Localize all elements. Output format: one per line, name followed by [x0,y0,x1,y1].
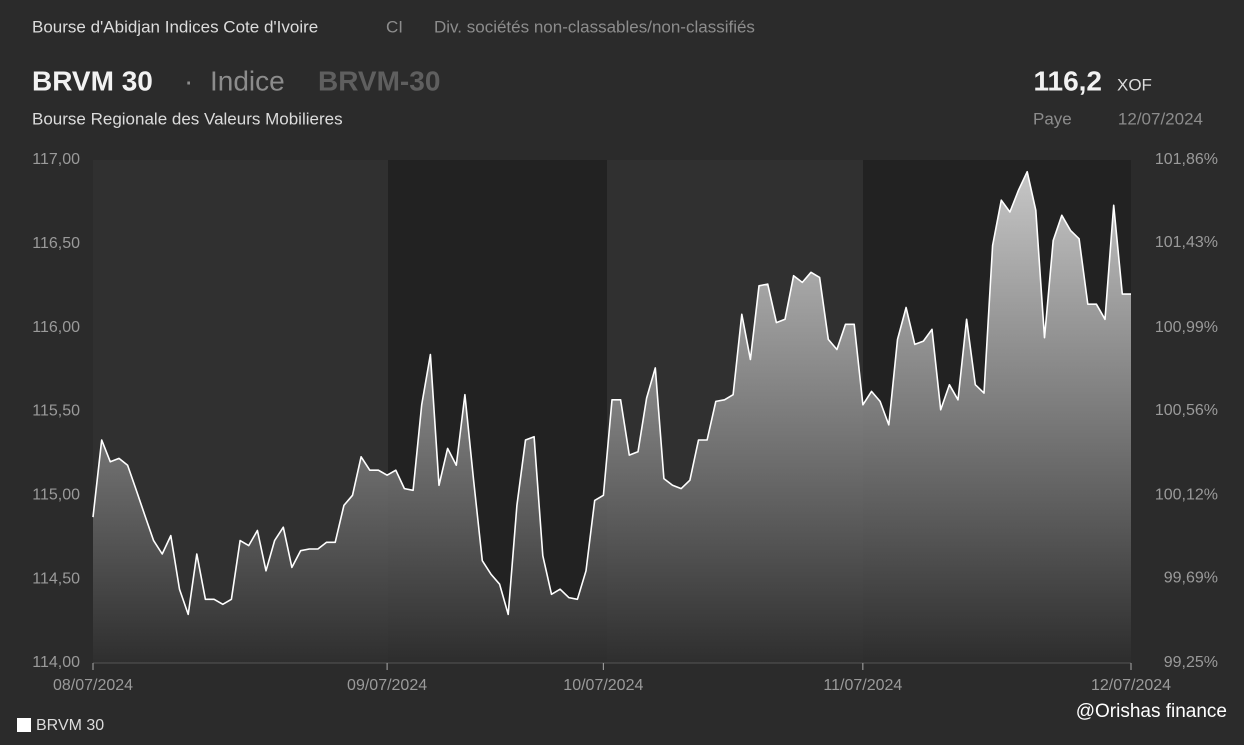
y-tick-label: 114,00 [32,654,80,671]
x-tick-label: 09/07/2024 [347,677,427,694]
currency: XOF [1117,75,1152,94]
y2-tick-label: 101,43% [1155,234,1218,251]
y2-tick-label: 101,86% [1155,151,1218,168]
x-tick-label: 11/07/2024 [823,677,902,694]
y-tick-label: 116,00 [32,319,80,336]
y-tick-label: 115,00 [32,487,80,504]
sector: Div. sociétés non-classables/non-classif… [434,17,755,36]
date: 12/07/2024 [1118,109,1203,128]
y2-tick-label: 100,56% [1155,402,1218,419]
y2-tick-label: 99,69% [1164,569,1218,586]
y-tick-label: 114,50 [32,570,80,587]
kind: Indice [210,65,285,96]
y-tick-label: 115,50 [32,403,80,420]
exchange: Bourse d'Abidjan Indices Cote d'Ivoire [32,17,318,36]
separator: · [184,65,193,96]
legend-swatch [17,718,31,732]
subtitle: Bourse Regionale des Valeurs Mobilieres [32,109,343,128]
y2-tick-label: 100,99% [1155,319,1218,336]
x-tick-label: 10/07/2024 [563,677,643,694]
line [92,170,1131,616]
y2-tick-label: 99,25% [1164,654,1218,671]
country: CI [386,17,403,36]
watermark: @Orishas finance [1076,701,1227,722]
price: 116,2 [1033,65,1102,96]
symbol: BRVM-30 [318,65,440,96]
y2-tick-label: 100,12% [1155,487,1218,504]
area [93,171,1131,663]
x-tick-label: 12/07/2024 [1091,677,1171,694]
status: Paye [1033,109,1072,128]
x-tick-label: 08/07/2024 [53,677,133,694]
index-name: BRVM 30 [32,65,153,96]
legend-label: BRVM 30 [36,717,104,734]
y-tick-label: 117,00 [32,151,80,168]
y-tick-label: 116,50 [32,235,80,252]
